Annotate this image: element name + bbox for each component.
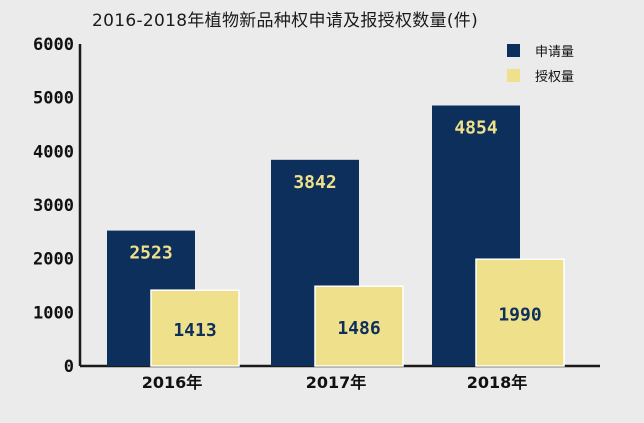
data-label-grant: 1413 xyxy=(173,320,216,341)
x-tick-label: 2017年 xyxy=(306,373,367,392)
legend-label: 授权量 xyxy=(535,69,574,85)
legend-swatch xyxy=(507,44,520,57)
y-tick-label: 5000 xyxy=(33,89,74,109)
y-tick-label: 1000 xyxy=(33,303,74,323)
y-tick-label: 3000 xyxy=(33,196,74,216)
data-label-grant: 1486 xyxy=(337,318,380,339)
bar-grant xyxy=(314,285,404,367)
data-label-application: 3842 xyxy=(293,172,336,193)
x-tick-label: 2016年 xyxy=(142,373,203,392)
x-tick-label: 2018年 xyxy=(467,373,528,392)
chart-title: 2016-2018年植物新品种权申请及报授权数量(件) xyxy=(92,11,478,31)
legend-swatch xyxy=(507,69,520,82)
y-tick-label: 4000 xyxy=(33,142,74,162)
bars: 2523 1413 3842 1486 4854 1990 xyxy=(107,105,565,367)
bar-grant xyxy=(475,258,565,367)
y-tick-label: 2000 xyxy=(33,250,74,270)
y-tick-label: 6000 xyxy=(33,35,74,55)
data-label-application: 4854 xyxy=(454,118,498,139)
data-label-grant: 1990 xyxy=(498,305,541,326)
y-tick-label: 0 xyxy=(64,357,74,377)
data-label-application: 2523 xyxy=(129,243,172,264)
bar-grant xyxy=(150,289,240,367)
legend-label: 申请量 xyxy=(535,45,574,60)
